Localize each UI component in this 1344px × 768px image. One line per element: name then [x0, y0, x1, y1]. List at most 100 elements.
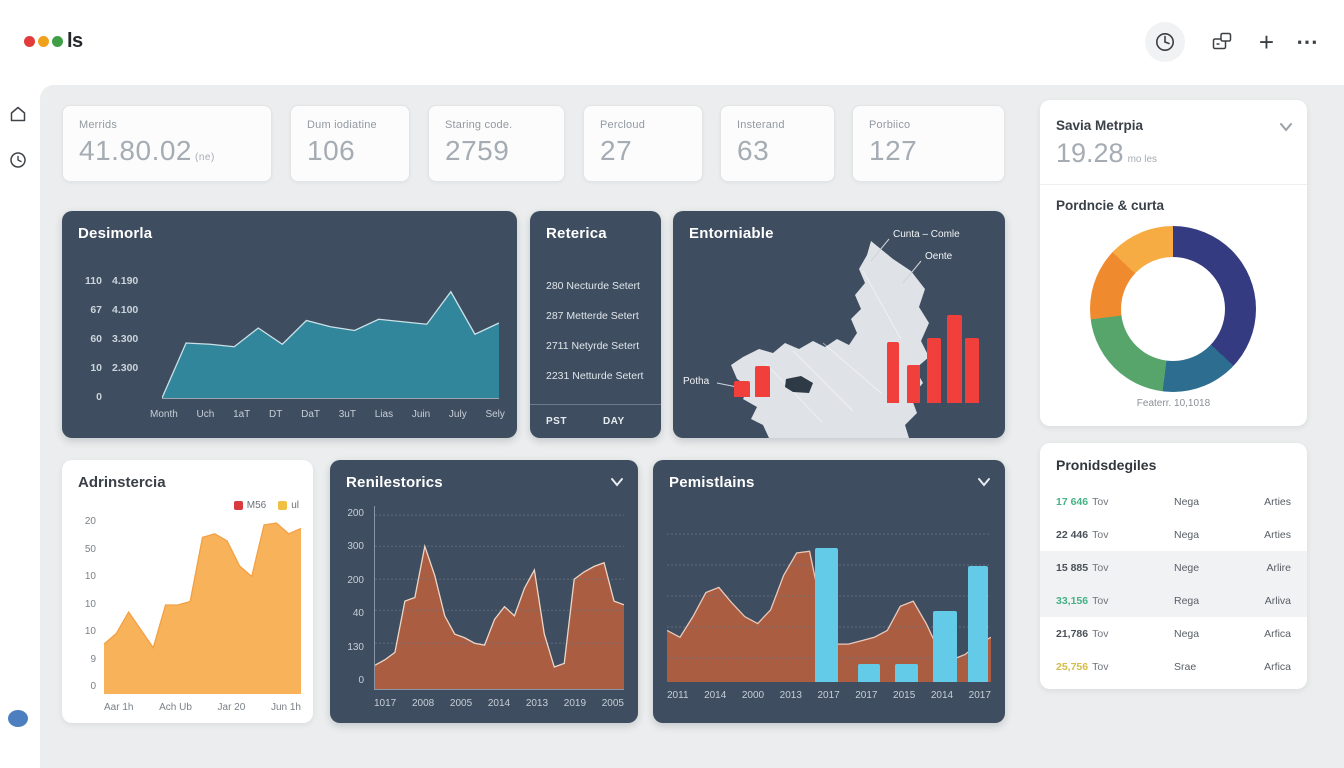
- kpi-label: Merrids: [79, 119, 118, 131]
- kpi-label: Staring code.: [445, 119, 513, 131]
- legend-swatch: [278, 501, 288, 510]
- logo-dot-yellow: [38, 36, 49, 47]
- bar: [927, 338, 941, 403]
- card-title: Pemistlains: [669, 474, 755, 491]
- bar: [947, 315, 962, 403]
- kpi-card-dum: Dum iodiatine 106: [290, 105, 410, 182]
- card-title: Entorniable: [689, 225, 774, 242]
- bar: [895, 664, 918, 682]
- map-bars: [673, 211, 1005, 438]
- renilestorics-card: Renilestorics 200 300 200 40 130 0 1017 2008 20…: [330, 460, 638, 723]
- list-row[interactable]: 21,786 Tov Nega Arfica: [1056, 627, 1291, 640]
- kpi-card-insterand: Insterand 63: [720, 105, 835, 182]
- area-chart: [374, 506, 624, 690]
- more-menu-button[interactable]: ⋯: [1296, 29, 1318, 54]
- logo-dot-green: [52, 36, 63, 47]
- card-title: Desimorla: [78, 225, 153, 242]
- bar: [965, 338, 979, 403]
- kpi-label: Percloud: [600, 119, 646, 131]
- list-row[interactable]: 25,756 Tov Srae Arfica: [1056, 660, 1291, 673]
- desimorla-card: Desimorla 110 4.190 67 4.100 60 3.300 10 2.3…: [62, 211, 517, 438]
- bar: [907, 365, 920, 403]
- topbar: ls + ⋯: [0, 0, 1344, 85]
- bar: [933, 611, 957, 682]
- add-button[interactable]: +: [1258, 27, 1274, 57]
- legend-swatch: [233, 501, 243, 510]
- kpi-value: 106: [307, 135, 356, 166]
- kpi-label: Dum iodiatine: [307, 119, 377, 131]
- logo-text: ls: [67, 30, 83, 52]
- app-logo: ls: [24, 30, 83, 53]
- y-axis-labels: 200 300 200 40 130 0: [347, 508, 364, 686]
- bar: [755, 366, 770, 397]
- list-item: 287 Metterde Setert: [546, 310, 639, 322]
- prodigies-list: 17 646 Tov Nega Arties 22 446 Tov Nega Art…: [1040, 485, 1307, 683]
- prodigies-card: Pronidsdegiles 17 646 Tov Nega Arties 22 …: [1040, 443, 1307, 689]
- x-axis-labels: 2011 2014 2000 2013 2017 2017 2015 2014 2017: [667, 690, 991, 701]
- kpi-card-staring: Staring code. 2759: [428, 105, 565, 182]
- left-rail: [0, 85, 40, 768]
- list-row[interactable]: 22 446 Tov Nega Arties: [1056, 528, 1291, 541]
- topbar-actions: + ⋯: [1144, 22, 1318, 62]
- y-axis-labels: 110 4.190 67 4.100 60 3.300 10 2.300 0: [85, 275, 139, 403]
- list-item: 2711 Netyrde Setert: [546, 340, 640, 352]
- x-axis-labels: Aar 1h Ach Ub Jar 20 Jun 1h: [104, 702, 301, 713]
- kpi-value: 27: [600, 135, 633, 166]
- savia-donut-card: Savia Metrpia 19.28 mo les Pordncie & cur…: [1040, 100, 1307, 426]
- y-axis-labels: 20 50 10 10 10 9 0: [84, 516, 96, 692]
- list-row[interactable]: 33,156 Tov Rega Arliva: [1040, 584, 1307, 617]
- bar: [815, 548, 838, 682]
- card-title: Adrinstercia: [78, 474, 166, 491]
- list-row[interactable]: 17 646 Tov Nega Arties: [1056, 495, 1291, 508]
- kpi-card-merrids: Merrids 41.80.02 (ne): [62, 105, 272, 182]
- clock-button[interactable]: [1144, 22, 1185, 62]
- list-item: 280 Necturde Setert: [546, 280, 640, 292]
- donut-title: Pordncie & curta: [1056, 198, 1165, 213]
- bar-overlay: [667, 510, 991, 682]
- chart-legend: M56 ul: [233, 500, 299, 511]
- donut-caption: Featerr. 10,1018: [1136, 398, 1211, 409]
- reterica-footer: PST DAY: [530, 404, 661, 438]
- area-chart: [162, 273, 499, 399]
- kpi-value: 41.80.02 (ne): [79, 135, 215, 166]
- savia-title: Savia Metrpia: [1056, 118, 1144, 133]
- adrinstercia-card: Adrinstercia M56 ul 20 50 10 10 10 9 0 Aar 1h A…: [62, 460, 313, 723]
- chevron-down-icon[interactable]: [1279, 122, 1293, 132]
- legend-label: ul: [291, 500, 299, 511]
- savia-value: 19.28 mo les: [1056, 138, 1158, 168]
- kpi-card-porbiico: Porbiico 127: [852, 105, 1005, 182]
- region-map: [716, 238, 929, 438]
- divider: [1040, 184, 1307, 185]
- logo-dot-red: [24, 36, 35, 47]
- legend-label: M56: [246, 500, 267, 511]
- kpi-value: 63: [737, 135, 770, 166]
- card-title: Reterica: [546, 225, 607, 242]
- bar: [734, 381, 750, 397]
- history-icon[interactable]: [9, 151, 27, 169]
- dashboard-content: Merrids 41.80.02 (ne) Dum iodiatine 106 S…: [40, 85, 1344, 768]
- list-row[interactable]: 15 885 Tov Nege Arlire: [1040, 551, 1307, 584]
- savia-suffix: mo les: [1127, 154, 1158, 165]
- map-label-left: Potha: [683, 376, 710, 387]
- kpi-suffix: (ne): [195, 152, 215, 163]
- x-axis-labels: 1017 2008 2005 2014 2013 2019 2005: [374, 698, 624, 709]
- overlap-windows-icon: [1212, 32, 1232, 50]
- donut-chart: [1090, 226, 1256, 392]
- pemistlains-card: Pemistlains 2011 2014 2000 2013 2017 2017 2015…: [653, 460, 1005, 723]
- kpi-label: Porbiico: [869, 119, 911, 131]
- chevron-down-icon[interactable]: [977, 477, 991, 487]
- day-toggle[interactable]: DAY: [602, 416, 625, 427]
- donut-hole: [1121, 257, 1225, 361]
- x-axis-labels: Month Uch 1aT DT DaT 3uT Lias Juin July Sely: [150, 409, 505, 420]
- pst-toggle[interactable]: PST: [546, 416, 567, 427]
- area-chart: [104, 516, 301, 694]
- list-item: 2231 Netturde Setert: [546, 370, 644, 382]
- entorniable-card: Entorniable Cunta – Comle Oente Potha: [673, 211, 1005, 438]
- windows-button[interactable]: [1207, 27, 1237, 57]
- home-icon[interactable]: [9, 105, 27, 123]
- chat-bubble-button[interactable]: [8, 710, 28, 727]
- kpi-label: Insterand: [737, 119, 785, 131]
- chevron-down-icon[interactable]: [610, 477, 624, 487]
- clock-icon: [1155, 33, 1174, 51]
- reterica-card: Reterica 280 Necturde Setert 287 Metterd…: [530, 211, 661, 438]
